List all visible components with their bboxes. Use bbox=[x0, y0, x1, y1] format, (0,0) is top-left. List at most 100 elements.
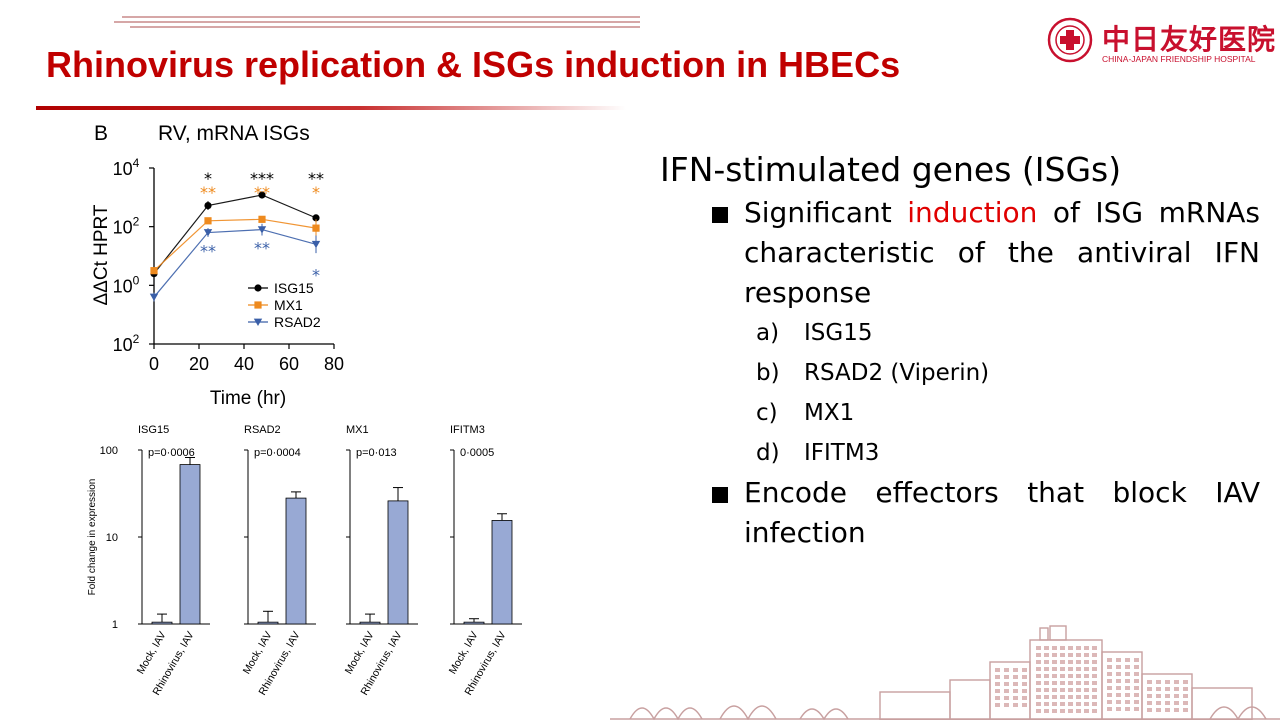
window bbox=[1156, 680, 1161, 684]
window bbox=[1044, 674, 1049, 678]
title-underline bbox=[36, 106, 626, 110]
window bbox=[1060, 660, 1065, 664]
hospital-building-illustration bbox=[610, 625, 1280, 720]
data-point-mx1 bbox=[258, 215, 266, 223]
window bbox=[1013, 668, 1018, 672]
window bbox=[1076, 667, 1081, 671]
window bbox=[1076, 646, 1081, 650]
window bbox=[1052, 660, 1057, 664]
window bbox=[995, 668, 1000, 672]
window bbox=[1134, 700, 1139, 704]
window bbox=[1013, 689, 1018, 693]
window bbox=[1183, 708, 1188, 712]
window bbox=[1174, 708, 1179, 712]
window bbox=[1060, 688, 1065, 692]
bullet-highlight: induction bbox=[907, 196, 1038, 229]
bar-y-axis-label: Fold change in expression bbox=[87, 479, 98, 596]
bar-panel-title-isg15: ISG15 bbox=[138, 424, 169, 436]
window bbox=[995, 675, 1000, 679]
window bbox=[1022, 675, 1027, 679]
window bbox=[1125, 665, 1130, 669]
window bbox=[1076, 688, 1081, 692]
legend-marker-mx1 bbox=[254, 301, 262, 309]
window bbox=[1183, 680, 1188, 684]
window bbox=[1092, 695, 1097, 699]
window bbox=[1092, 681, 1097, 685]
y-tick-label: 100 bbox=[113, 273, 140, 296]
window bbox=[1022, 668, 1027, 672]
window bbox=[1107, 672, 1112, 676]
window bbox=[1052, 681, 1057, 685]
slide-title: Rhinovirus replication & ISGs induction … bbox=[46, 44, 901, 85]
window bbox=[1052, 674, 1057, 678]
bar-mx1-rhinovirus bbox=[387, 500, 409, 625]
bar-panel-title-rsad2: RSAD2 bbox=[244, 424, 281, 436]
window bbox=[1060, 667, 1065, 671]
window bbox=[1147, 680, 1152, 684]
window bbox=[1004, 696, 1009, 700]
window bbox=[1125, 679, 1130, 683]
y-tick-label: 102 bbox=[113, 332, 140, 355]
x-axis-label: Time (hr) bbox=[210, 388, 286, 409]
window bbox=[1068, 667, 1073, 671]
window bbox=[1107, 707, 1112, 711]
data-point-rsad2 bbox=[311, 240, 321, 249]
window bbox=[1068, 646, 1073, 650]
window bbox=[1084, 674, 1089, 678]
window bbox=[1060, 695, 1065, 699]
window bbox=[1147, 701, 1152, 705]
series-line-mx1 bbox=[153, 218, 317, 272]
sub-item-isg15: a) ISG15 bbox=[660, 313, 1260, 353]
sub-item-text: MX1 bbox=[804, 400, 855, 426]
window bbox=[1134, 672, 1139, 676]
window bbox=[1013, 703, 1018, 707]
window bbox=[1107, 693, 1112, 697]
window bbox=[1076, 681, 1081, 685]
window bbox=[1068, 688, 1073, 692]
window bbox=[1044, 653, 1049, 657]
window bbox=[1036, 653, 1041, 657]
window bbox=[1134, 686, 1139, 690]
window bbox=[1107, 679, 1112, 683]
bar-y-tick-label: 1 bbox=[112, 619, 118, 631]
window bbox=[1036, 688, 1041, 692]
window bbox=[1036, 709, 1041, 713]
window bbox=[1044, 695, 1049, 699]
window bbox=[1134, 679, 1139, 683]
window bbox=[1068, 709, 1073, 713]
sub-item-text: ISG15 bbox=[804, 320, 873, 346]
window bbox=[1060, 653, 1065, 657]
legend-label-isg15: ISG15 bbox=[274, 280, 314, 296]
window bbox=[1060, 702, 1065, 706]
window bbox=[1174, 701, 1179, 705]
bullet-item-induction: Significant induction of ISG mRNAs chara… bbox=[660, 193, 1260, 313]
window bbox=[1183, 694, 1188, 698]
legend-label-rsad2: RSAD2 bbox=[274, 314, 321, 330]
hospital-name-en: CHINA-JAPAN FRIENDSHIP HOSPITAL bbox=[1102, 54, 1256, 64]
window bbox=[1044, 688, 1049, 692]
bar-mx1-mock bbox=[359, 621, 381, 625]
window bbox=[1084, 646, 1089, 650]
bar-pvalue-isg15: p=0·0006 bbox=[148, 447, 195, 459]
window bbox=[1125, 672, 1130, 676]
window bbox=[1147, 687, 1152, 691]
window bbox=[1044, 709, 1049, 713]
sub-item-rsad2: b) RSAD2 (Viperin) bbox=[660, 353, 1260, 393]
data-point-rsad2 bbox=[257, 226, 267, 234]
window bbox=[1107, 686, 1112, 690]
sub-item-text: RSAD2 (Viperin) bbox=[804, 360, 990, 386]
data-point-mx1 bbox=[312, 224, 320, 232]
significance-rsad2: ** bbox=[254, 239, 270, 258]
window bbox=[1060, 646, 1065, 650]
window bbox=[1044, 702, 1049, 706]
window bbox=[1134, 693, 1139, 697]
sub-item-label: b) bbox=[756, 360, 780, 386]
window bbox=[1116, 686, 1121, 690]
window bbox=[1156, 694, 1161, 698]
window bbox=[995, 703, 1000, 707]
data-point-rsad2 bbox=[149, 293, 159, 302]
window bbox=[1092, 667, 1097, 671]
hospital-logo: 中日友好医院 CHINA-JAPAN FRIENDSHIP HOSPITAL bbox=[1046, 14, 1275, 70]
window bbox=[1147, 694, 1152, 698]
bar-chart-fold-change: Fold change in expression 100 10 1 ISG15 p=… bbox=[87, 424, 522, 698]
